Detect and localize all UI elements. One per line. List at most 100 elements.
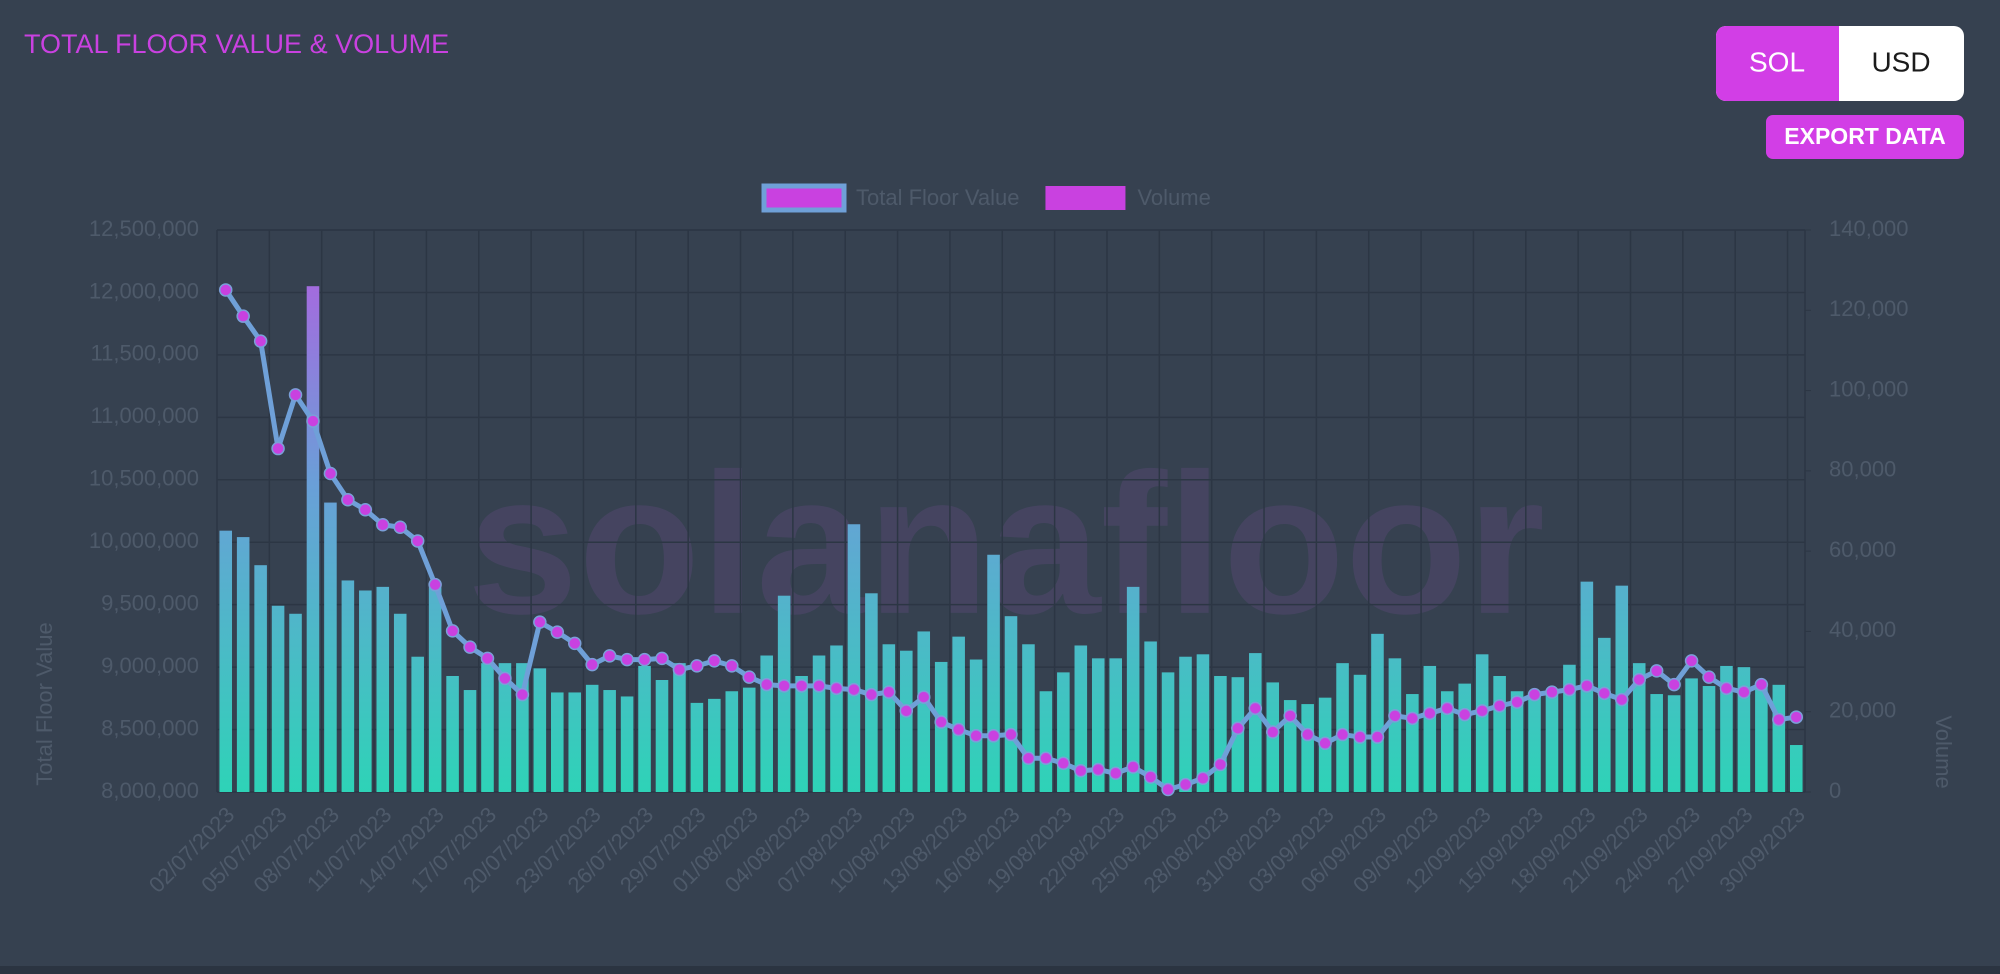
floor-point xyxy=(1388,709,1402,723)
volume-bar xyxy=(987,554,1000,792)
volume-bar xyxy=(1563,664,1576,792)
volume-bar xyxy=(1615,585,1629,792)
y2-axis-title: Volume xyxy=(1931,715,1956,788)
floor-point xyxy=(1615,692,1629,707)
floor-point xyxy=(602,649,617,663)
floor-point xyxy=(1719,681,1734,696)
floor-point xyxy=(1772,712,1786,727)
volume-bar xyxy=(1458,683,1471,792)
floor-point xyxy=(899,704,914,718)
floor-point xyxy=(1091,762,1106,777)
floor-point xyxy=(1527,687,1542,702)
legend-label: Volume xyxy=(1137,185,1210,210)
sol-button[interactable] xyxy=(1716,26,1839,101)
floor-point xyxy=(1789,710,1804,724)
volume-bar xyxy=(376,586,390,792)
floor-point xyxy=(759,677,774,692)
floor-point xyxy=(1737,685,1751,699)
volume-bar xyxy=(812,655,826,792)
y-tick-label: 8,000,000 xyxy=(101,778,199,803)
volume-bar xyxy=(917,631,931,792)
floor-point xyxy=(777,679,791,693)
floor-point xyxy=(707,654,722,668)
floor-point xyxy=(672,662,687,677)
y2-tick-label: 20,000 xyxy=(1829,698,1896,723)
floor-point xyxy=(1335,727,1350,742)
volume-bar xyxy=(498,663,512,792)
legend-swatch xyxy=(761,183,847,213)
volume-bar xyxy=(411,656,424,792)
floor-point xyxy=(1021,751,1036,766)
y2-tick-label: 120,000 xyxy=(1829,296,1909,321)
volume-bar xyxy=(1667,695,1681,792)
floor-point xyxy=(393,520,407,534)
floor-point xyxy=(864,687,879,702)
floor-point xyxy=(1231,721,1245,736)
floor-point xyxy=(1492,699,1507,713)
volume-bar xyxy=(742,687,756,792)
floor-point xyxy=(1300,727,1315,742)
volume-bar xyxy=(271,605,285,792)
floor-point xyxy=(1562,682,1577,697)
legend-item: Total Floor Value xyxy=(761,183,1019,213)
sol-label[interactable]: SOL xyxy=(1749,46,1805,77)
volume-bar xyxy=(1423,665,1437,792)
floor-point xyxy=(498,671,512,686)
volume-bar xyxy=(1179,656,1192,792)
floor-point xyxy=(1684,654,1699,668)
floor-point xyxy=(742,670,756,684)
volume-bar xyxy=(760,655,773,792)
y2-tick-label: 100,000 xyxy=(1829,376,1909,401)
volume-bar xyxy=(1720,665,1733,792)
floor-point xyxy=(410,534,425,548)
bottom-edge xyxy=(0,966,2000,974)
usd-button[interactable]: USD xyxy=(1871,46,1930,77)
y-tick-label: 9,500,000 xyxy=(101,590,199,615)
y2-tick-label: 40,000 xyxy=(1829,617,1896,642)
floor-point xyxy=(916,690,931,704)
volume-bar xyxy=(847,524,861,792)
floor-point xyxy=(1318,736,1332,751)
volume-bar xyxy=(830,645,843,792)
floor-point xyxy=(1056,756,1071,771)
volume-bar xyxy=(1301,704,1314,792)
volume-bar xyxy=(1406,694,1419,792)
floor-point xyxy=(690,659,704,673)
floor-point xyxy=(951,722,966,737)
volume-bar xyxy=(1632,663,1646,792)
floor-point xyxy=(253,334,268,348)
volume-bar xyxy=(1371,633,1384,792)
volume-bar xyxy=(1283,700,1297,792)
export-label[interactable]: EXPORT DATA xyxy=(1784,123,1945,149)
floor-point xyxy=(288,388,303,402)
volume-bar xyxy=(1039,691,1053,792)
volume-bar xyxy=(254,565,267,792)
volume-bar xyxy=(533,668,547,792)
volume-bar xyxy=(324,502,337,792)
floor-point xyxy=(1405,711,1420,726)
volume-bar xyxy=(1493,675,1506,792)
floor-point xyxy=(1510,695,1524,709)
floor-point xyxy=(1266,725,1280,739)
volume-bar xyxy=(900,650,913,792)
legend-item: Volume xyxy=(1045,185,1211,210)
floor-point xyxy=(1597,686,1612,701)
export-button[interactable] xyxy=(1766,115,1964,159)
floor-point xyxy=(882,685,896,699)
floor-point xyxy=(567,636,582,651)
floor-point xyxy=(585,657,599,672)
floor-point xyxy=(1457,707,1472,722)
y-tick-label: 10,500,000 xyxy=(89,466,199,491)
floor-point xyxy=(1004,727,1018,742)
volume-bar xyxy=(690,702,704,792)
floor-point xyxy=(463,640,477,654)
volume-bar xyxy=(585,684,599,792)
volume-bar xyxy=(1126,586,1140,792)
volume-bar xyxy=(952,636,965,792)
volume-bar xyxy=(1057,672,1070,792)
volume-bar xyxy=(1249,653,1262,792)
floor-point xyxy=(533,615,547,629)
floor-point xyxy=(1370,730,1385,744)
